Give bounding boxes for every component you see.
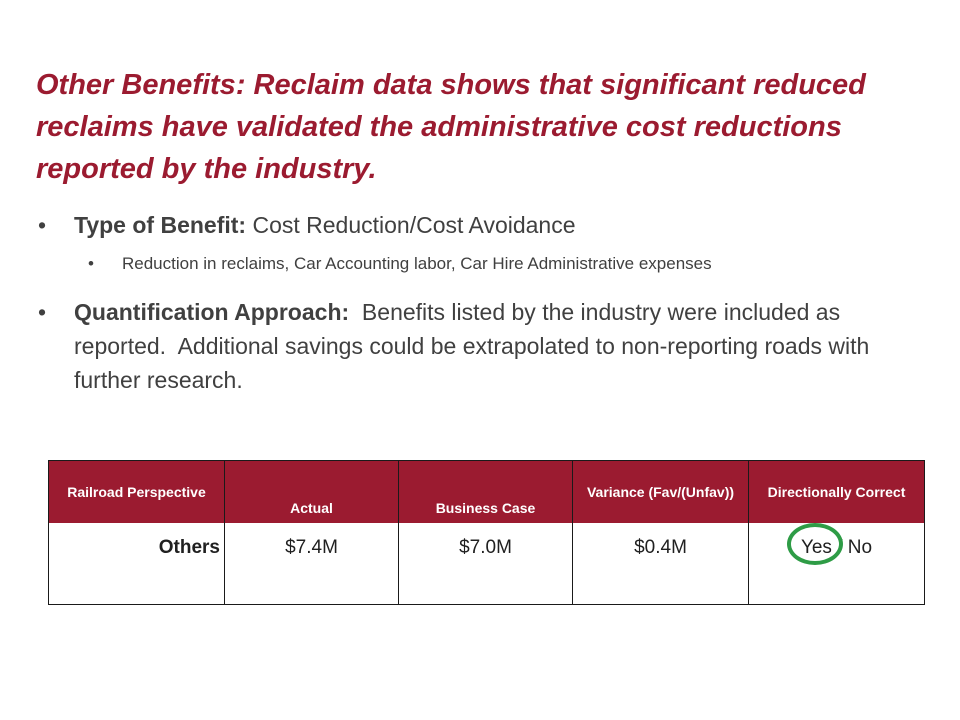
benefits-table: Railroad Perspective Actual Business Cas… bbox=[48, 460, 925, 605]
cell-directionally-correct: Yes / No bbox=[748, 523, 925, 605]
cell-actual: $7.4M bbox=[224, 523, 399, 605]
header-variance: Variance (Fav/(Unfav)) bbox=[572, 460, 749, 523]
bullet-text-quantification: Benefits listed by the industry were inc… bbox=[74, 299, 876, 393]
bullet-lead-type-of-benefit: Type of Benefit: bbox=[74, 212, 247, 238]
sub-bullet-list: Reduction in reclaims, Car Accounting la… bbox=[74, 250, 926, 277]
header-business-case: Business Case bbox=[398, 460, 573, 523]
bullet-text-type-of-benefit: Cost Reduction/Cost Avoidance bbox=[246, 212, 576, 238]
bullet-type-of-benefit: Type of Benefit: Cost Reduction/Cost Avo… bbox=[36, 208, 926, 277]
yes-no-selector: Yes / No bbox=[786, 523, 872, 565]
cell-railroad-perspective: Others bbox=[48, 523, 225, 605]
bullet-list: Type of Benefit: Cost Reduction/Cost Avo… bbox=[36, 208, 926, 397]
header-actual: Actual bbox=[224, 460, 399, 523]
bullet-lead-quantification: Quantification Approach: bbox=[74, 299, 350, 325]
cell-variance: $0.4M bbox=[572, 523, 749, 605]
table-header-row: Railroad Perspective Actual Business Cas… bbox=[48, 460, 925, 523]
header-directionally-correct: Directionally Correct bbox=[748, 460, 925, 523]
slide-title: Other Benefits: Reclaim data shows that … bbox=[36, 69, 866, 185]
header-railroad-perspective: Railroad Perspective bbox=[48, 460, 225, 523]
selection-circle bbox=[786, 523, 843, 565]
cell-business-case: $7.0M bbox=[398, 523, 573, 605]
table-row: Others $7.4M $7.0M $0.4M Yes / No bbox=[48, 523, 925, 605]
bullet-quantification-approach: Quantification Approach: Benefits listed… bbox=[36, 295, 926, 397]
sub-bullet-reductions: Reduction in reclaims, Car Accounting la… bbox=[74, 250, 926, 277]
